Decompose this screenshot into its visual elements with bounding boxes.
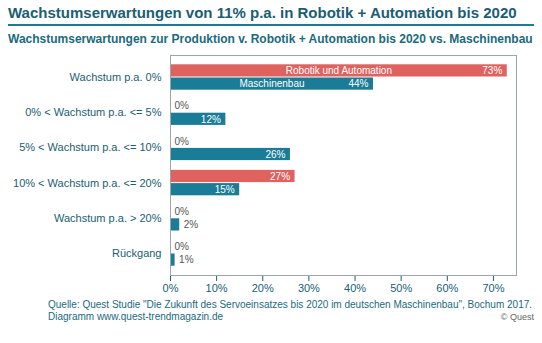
svg-text:Wachstum p.a. 0%: Wachstum p.a. 0% bbox=[70, 71, 162, 83]
svg-text:44%: 44% bbox=[348, 78, 368, 89]
svg-text:12%: 12% bbox=[201, 114, 221, 125]
svg-text:Rückgang: Rückgang bbox=[112, 247, 162, 259]
svg-text:15%: 15% bbox=[215, 184, 235, 195]
svg-text:0%: 0% bbox=[163, 282, 179, 294]
svg-text:Maschinenbau: Maschinenbau bbox=[239, 78, 304, 89]
svg-text:Robotik und Automation: Robotik und Automation bbox=[286, 65, 392, 76]
svg-text:60%: 60% bbox=[436, 282, 458, 294]
svg-text:73%: 73% bbox=[482, 65, 502, 76]
html-text:Quelle: Quest Studie "Die Zuku: Quelle: Quest Studie "Die Zukunft des Se… bbox=[48, 299, 532, 310]
svg-text:50%: 50% bbox=[390, 282, 412, 294]
svg-text:5% < Wachstum p.a. <= 10%: 5% < Wachstum p.a. <= 10% bbox=[19, 141, 162, 153]
svg-text:0%: 0% bbox=[175, 206, 190, 217]
svg-text:10%: 10% bbox=[206, 282, 228, 294]
html-text:Wachstumserwartungen von 11% p: Wachstumserwartungen von 11% p.a. in Rob… bbox=[8, 4, 517, 21]
svg-text:Wachstum p.a. > 20%: Wachstum p.a. > 20% bbox=[54, 212, 162, 224]
svg-text:0%: 0% bbox=[175, 100, 190, 111]
html-text:© Quest: © Quest bbox=[500, 312, 534, 322]
svg-text:0%: 0% bbox=[175, 136, 190, 147]
html-text:Wachstumserwartungen zur Produ: Wachstumserwartungen zur Produktion v. R… bbox=[8, 32, 533, 46]
svg-text:70%: 70% bbox=[482, 282, 504, 294]
svg-text:2%: 2% bbox=[184, 219, 199, 230]
svg-text:20%: 20% bbox=[252, 282, 274, 294]
svg-text:0%: 0% bbox=[175, 241, 190, 252]
svg-text:1%: 1% bbox=[179, 254, 194, 265]
html-text:Diagramm www.quest-trendmagazi: Diagramm www.quest-trendmagazin.de bbox=[48, 311, 224, 322]
svg-text:26%: 26% bbox=[265, 149, 285, 160]
svg-text:40%: 40% bbox=[344, 282, 366, 294]
svg-text:0% < Wachstum p.a. <= 5%: 0% < Wachstum p.a. <= 5% bbox=[25, 106, 161, 118]
svg-text:10% < Wachstum p.a. <= 20%: 10% < Wachstum p.a. <= 20% bbox=[13, 177, 162, 189]
svg-text:30%: 30% bbox=[298, 282, 320, 294]
svg-text:27%: 27% bbox=[270, 171, 290, 182]
